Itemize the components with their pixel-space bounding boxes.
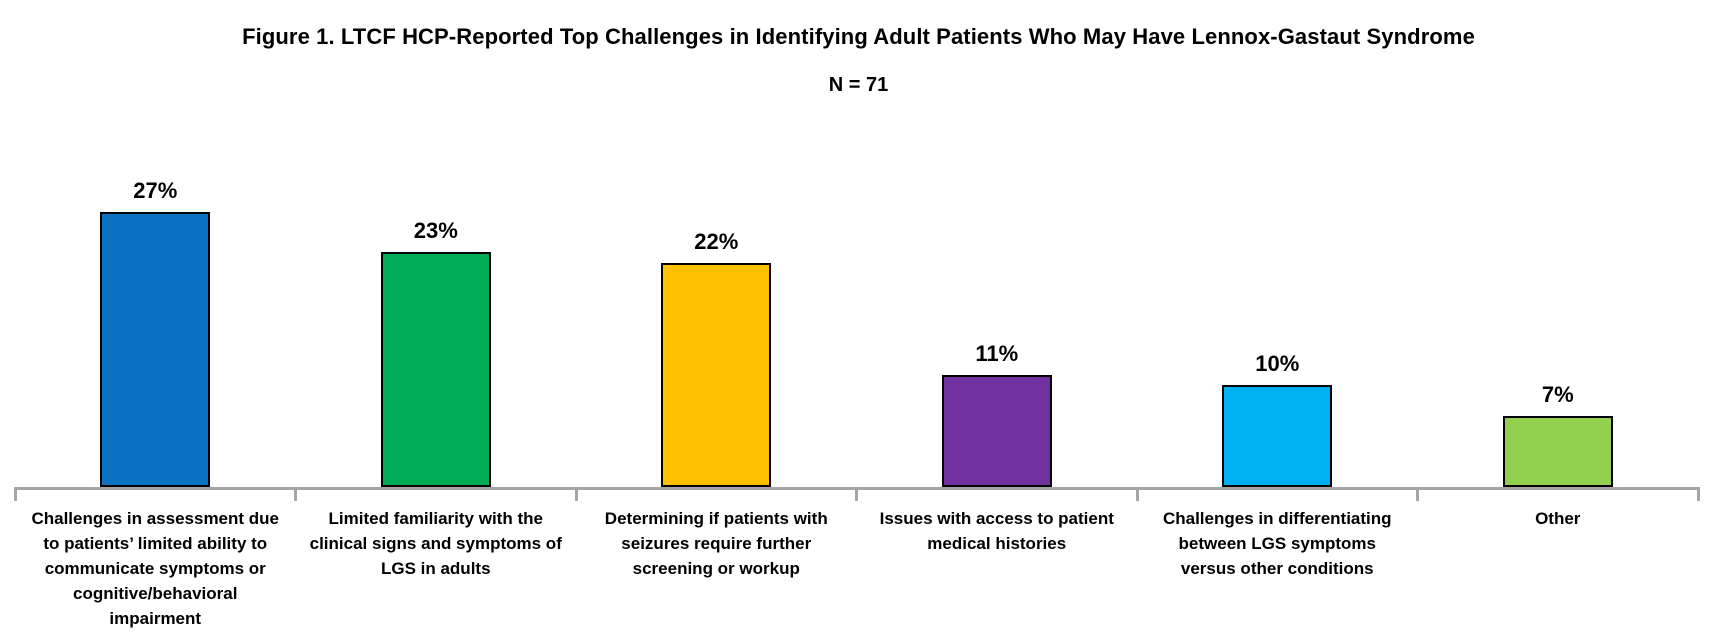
category-label: Challenges in assessment due to patients’… (15, 506, 296, 631)
bar-value-label: 23% (413, 218, 458, 243)
category-label-line: medical histories (927, 534, 1067, 553)
category-label-line: seizures require further (621, 534, 812, 553)
bar-value-label: 27% (133, 178, 178, 203)
sample-size-label: N = 71 (828, 74, 889, 96)
x-axis-tick (855, 487, 858, 501)
category-label-line: to patients’ limited ability to (43, 534, 268, 553)
x-axis-tick (294, 487, 297, 501)
figure-title: Figure 1. LTCF HCP-Reported Top Challeng… (242, 24, 1475, 49)
bar-value-label: 22% (694, 229, 739, 254)
category-label-line: versus other conditions (1180, 559, 1374, 578)
category-label-line: communicate symptoms or (44, 559, 266, 578)
bar-3 (661, 263, 772, 487)
x-axis-tick (1416, 487, 1419, 501)
category-label-line: LGS in adults (380, 559, 491, 578)
category-label-line: impairment (109, 609, 202, 628)
category-label: Other (1418, 506, 1699, 531)
category-label-line: clinical signs and symptoms of (309, 534, 562, 553)
category-label-line: Other (1535, 509, 1581, 528)
bar-2 (380, 252, 491, 487)
category-label-line: between LGS symptoms (1178, 534, 1376, 553)
x-axis-tick (1135, 487, 1139, 501)
bar-value-label: 11% (975, 341, 1019, 366)
bar-4 (941, 375, 1052, 487)
bar-1 (100, 212, 211, 487)
category-label-line: Determining if patients with (604, 509, 828, 528)
category-label-line: Limited familiarity with the (328, 509, 543, 528)
category-label: Issues with access to patient medical his… (857, 506, 1138, 556)
category-label: Challenges in differentiating between LGS… (1137, 506, 1418, 581)
category-label-line: Issues with access to patient (879, 509, 1114, 528)
category-label: Limited familiarity with the clinical sig… (296, 506, 577, 581)
bar-6 (1502, 416, 1613, 487)
category-label-line: Challenges in differentiating (1162, 509, 1392, 528)
x-axis-tick (1696, 487, 1700, 501)
category-label-line: cognitive/behavioral (73, 584, 238, 603)
category-label-line: Challenges in assessment due (31, 509, 280, 528)
bar-value-label: 10% (1255, 351, 1300, 376)
bar-5 (1222, 385, 1333, 487)
category-label-line: screening or workup (632, 559, 800, 578)
bar-value-label: 7% (1541, 382, 1574, 407)
x-axis-tick (13, 487, 17, 501)
category-label: Determining if patients with seizures req… (576, 506, 857, 581)
x-axis-tick (574, 487, 578, 501)
